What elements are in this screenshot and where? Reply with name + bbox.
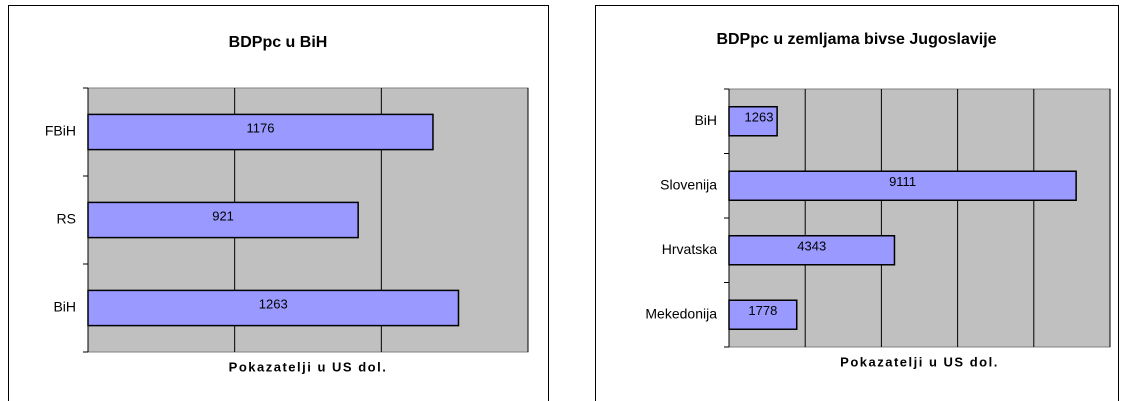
bar: [87, 201, 359, 239]
bar: [728, 170, 1077, 202]
value-label: 9111: [889, 174, 916, 189]
value-label: 1263: [259, 296, 288, 311]
bar: [728, 234, 896, 266]
y-tick-label: FBiH: [45, 123, 76, 139]
bar: [87, 113, 434, 151]
y-tick-label: BiH: [53, 299, 76, 315]
y-tick-label: Slovenija: [660, 176, 717, 192]
y-tick-label: Mekedonija: [645, 305, 717, 321]
chart-title: BDPpc u zemljama bivse Jugoslavije: [716, 31, 996, 48]
bar: [87, 289, 460, 327]
y-tick-label: BiH: [694, 112, 717, 128]
value-label: 4343: [797, 239, 826, 254]
y-tick-label: RS: [57, 211, 76, 227]
chart-title: BDPpc u BiH: [229, 34, 328, 51]
value-label: 1176: [246, 120, 274, 135]
bar: [728, 105, 778, 137]
x-axis-label: Pokazatelji u US dol.: [229, 359, 388, 374]
x-axis-label: Pokazatelji u US dol.: [840, 354, 999, 369]
value-label: 921: [212, 208, 234, 223]
bar: [728, 299, 798, 331]
value-label: 1778: [748, 303, 777, 318]
y-tick-label: Hrvatska: [662, 241, 717, 257]
value-label: 1263: [745, 110, 774, 125]
